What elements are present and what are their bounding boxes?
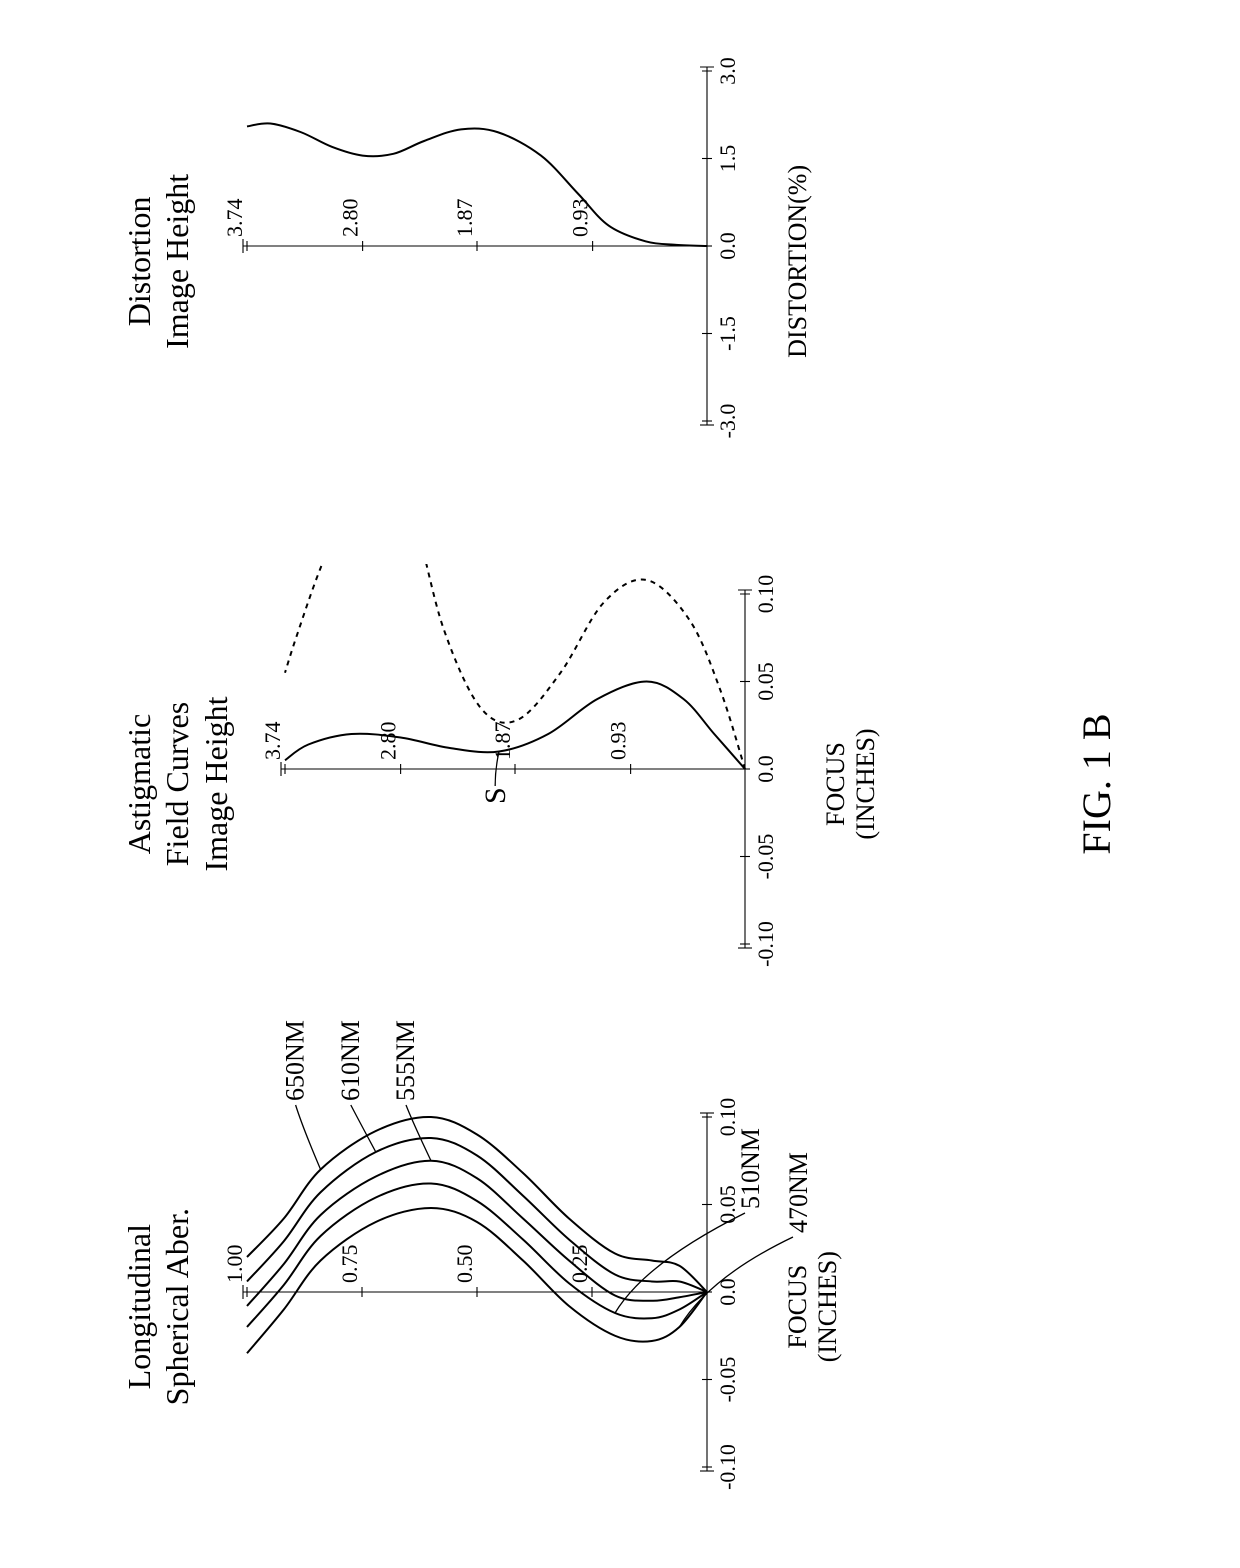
axis-label-line: FOCUS: [821, 742, 850, 826]
panel-distortion-title: Distortion Image Height: [120, 41, 197, 481]
title-line: Longitudinal: [121, 1224, 157, 1389]
axis-label-line: FOCUS: [783, 1265, 812, 1349]
svg-text:-0.10: -0.10: [715, 1444, 740, 1490]
chart-distortion: 0.93 1.87 2.80 3.74 -3.0 -1.5 0.0 1.5 3.0: [217, 41, 777, 481]
svg-text:510NM: 510NM: [736, 1128, 765, 1209]
title-line: Distortion: [121, 196, 157, 326]
title-line: Image Height: [198, 697, 234, 872]
svg-text:-0.10: -0.10: [753, 921, 778, 967]
svg-text:0.50: 0.50: [452, 1244, 477, 1283]
svg-text:3.74: 3.74: [222, 199, 247, 238]
panel-spherical: Longitudinal Spherical Aber. 0.250.500.7…: [120, 1087, 843, 1527]
svg-text:1.87: 1.87: [490, 722, 515, 761]
svg-text:0.0: 0.0: [715, 233, 740, 261]
chart-astigmatic: 0.931.872.803.74-0.10-0.050.00.050.10ST: [255, 564, 815, 1004]
svg-text:1.87: 1.87: [452, 199, 477, 238]
svg-text:-3.0: -3.0: [715, 404, 740, 439]
panel-astigmatic-title: Astigmatic Field Curves Image Height: [120, 564, 235, 1004]
svg-text:3.74: 3.74: [260, 722, 285, 761]
title-line: Field Curves: [159, 702, 195, 866]
panel-spherical-title: Longitudinal Spherical Aber.: [120, 1087, 197, 1527]
x-axis-label-astigmatic: FOCUS (INCHES): [821, 564, 881, 1004]
svg-text:1.00: 1.00: [222, 1244, 247, 1283]
svg-text:610NM: 610NM: [336, 1020, 365, 1101]
figure-rotated-container: Longitudinal Spherical Aber. 0.250.500.7…: [0, 0, 1240, 1568]
title-line: Image Height: [159, 174, 195, 349]
figure-label: FIG. 1 B: [1073, 0, 1120, 1568]
axis-label-line: (INCHES): [813, 1251, 842, 1362]
svg-text:-1.5: -1.5: [715, 316, 740, 351]
svg-text:0.0: 0.0: [753, 755, 778, 783]
svg-text:-0.05: -0.05: [753, 834, 778, 880]
svg-text:0.93: 0.93: [567, 199, 592, 238]
chart-spherical: 0.250.500.751.00-0.10-0.050.00.050.10650…: [217, 1087, 777, 1527]
svg-text:2.80: 2.80: [376, 722, 401, 761]
svg-text:1.5: 1.5: [715, 145, 740, 173]
axis-label-line: DISTORTION(%): [783, 165, 812, 358]
svg-text:0.93: 0.93: [606, 722, 631, 761]
panel-distortion: Distortion Image Height 0.93 1.87 2.80 3.74…: [120, 41, 813, 481]
svg-text:650NM: 650NM: [280, 1020, 309, 1101]
title-line: Astigmatic: [121, 714, 157, 854]
x-axis-label-distortion: DISTORTION(%): [783, 41, 813, 481]
svg-text:0.75: 0.75: [337, 1244, 362, 1283]
svg-text:0.10: 0.10: [753, 575, 778, 614]
panel-astigmatic: Astigmatic Field Curves Image Height 0.9…: [120, 564, 881, 1004]
charts-row: Longitudinal Spherical Aber. 0.250.500.7…: [0, 0, 881, 1568]
axis-label-line: (INCHES): [851, 728, 880, 839]
title-line: Spherical Aber.: [159, 1208, 195, 1405]
svg-text:470NM: 470NM: [784, 1152, 813, 1233]
svg-text:S: S: [479, 787, 512, 804]
svg-text:0.05: 0.05: [753, 662, 778, 701]
svg-text:-0.05: -0.05: [715, 1356, 740, 1402]
svg-text:2.80: 2.80: [337, 199, 362, 238]
svg-text:3.0: 3.0: [715, 58, 740, 86]
svg-text:555NM: 555NM: [391, 1020, 420, 1101]
